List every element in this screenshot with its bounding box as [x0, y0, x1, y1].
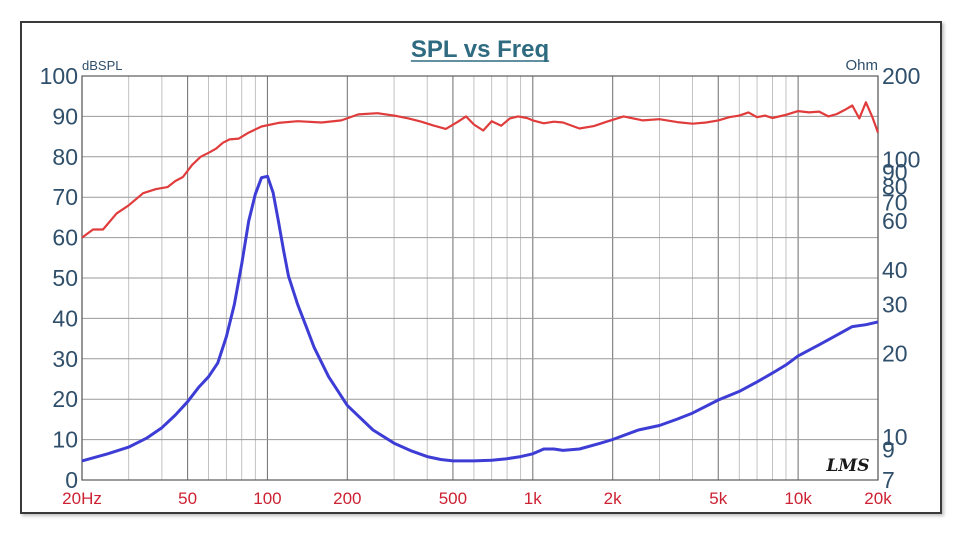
- right-axis-tick-label: 20: [882, 340, 908, 366]
- right-axis-tick-label: 40: [882, 257, 908, 283]
- lms-logo: LMS: [825, 456, 869, 476]
- right-axis-tick-label: 70: [882, 190, 908, 216]
- chart-title: SPL vs Freq: [411, 36, 549, 63]
- right-axis-tick-label: 30: [882, 292, 908, 318]
- right-axis-tick-label: 60: [882, 208, 908, 234]
- left-axis-tick-label: 0: [65, 467, 78, 493]
- x-axis-tick-label: 100: [253, 489, 281, 508]
- x-axis-tick-label: 10k: [784, 489, 812, 508]
- left-axis-tick-label: 30: [52, 346, 78, 372]
- left-axis-tick-label: 100: [40, 63, 78, 89]
- right-axis-unit-label: Ohm: [845, 57, 878, 74]
- impedance-series-line: [81, 174, 879, 463]
- left-axis-tick-label: 20: [52, 386, 78, 412]
- right-axis-tick-label: 10: [882, 424, 908, 450]
- left-axis-unit-label: dBSPL: [82, 58, 122, 73]
- left-axis-tick-label: 10: [52, 427, 78, 453]
- x-axis-tick-label: 20Hz: [62, 489, 102, 508]
- spl-vs-freq-chart: 0102030405060708090100791020304060708090…: [40, 36, 921, 508]
- right-axis-tick-label: 7: [882, 467, 895, 493]
- x-axis-tick-label: 20k: [864, 489, 892, 508]
- right-axis-tick-label: 80: [882, 173, 908, 199]
- x-axis-tick-label: 1k: [524, 489, 542, 508]
- left-axis-tick-label: 40: [52, 305, 78, 331]
- left-axis-tick-label: 50: [52, 265, 78, 291]
- right-axis-tick-label: 200: [882, 63, 920, 89]
- x-axis-tick-label: 2k: [604, 489, 622, 508]
- left-axis-tick-label: 80: [52, 144, 78, 170]
- right-axis-tick-label: 100: [882, 147, 920, 173]
- x-axis-tick-label: 500: [439, 489, 467, 508]
- x-axis-tick-label: 50: [178, 489, 197, 508]
- grid: [81, 75, 879, 481]
- left-axis-tick-label: 90: [52, 103, 78, 129]
- spl-series-line: [81, 101, 880, 239]
- x-axis-tick-label: 5k: [709, 489, 727, 508]
- axis-labels: 0102030405060708090100791020304060708090…: [40, 63, 921, 508]
- chart-frame: 0 10 20 30 40 50 60 70 80 90 100 7 9 10 20 30 40 60 70 80 90…: [20, 21, 942, 514]
- right-axis-tick-label: 9: [882, 437, 895, 463]
- x-axis-tick-label: 200: [333, 489, 361, 508]
- left-axis-tick-label: 70: [52, 184, 78, 210]
- left-axis-tick-label: 60: [52, 225, 78, 251]
- plot-area-border: [81, 75, 879, 481]
- series-group: [81, 101, 880, 463]
- right-axis-tick-label: 90: [882, 159, 908, 185]
